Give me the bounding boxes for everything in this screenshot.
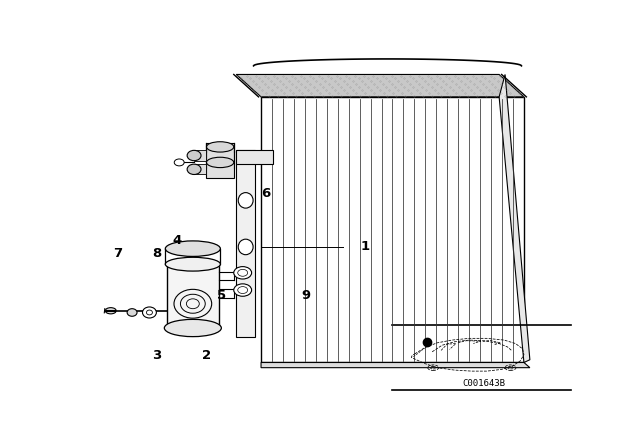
Circle shape: [234, 284, 252, 296]
Ellipse shape: [106, 308, 116, 314]
Ellipse shape: [165, 241, 220, 256]
Ellipse shape: [127, 309, 137, 316]
Ellipse shape: [207, 157, 234, 168]
Ellipse shape: [143, 307, 156, 318]
Text: C001643B: C001643B: [463, 379, 506, 388]
Polygon shape: [236, 151, 273, 164]
Circle shape: [234, 267, 252, 279]
Text: 2: 2: [202, 349, 211, 362]
Polygon shape: [261, 97, 524, 362]
Ellipse shape: [187, 164, 201, 174]
Ellipse shape: [165, 257, 220, 271]
Text: 4: 4: [172, 233, 181, 246]
Ellipse shape: [238, 239, 253, 255]
Text: 6: 6: [261, 187, 271, 200]
Polygon shape: [499, 74, 530, 362]
Circle shape: [174, 159, 184, 166]
Polygon shape: [207, 143, 234, 178]
Polygon shape: [167, 264, 219, 328]
Polygon shape: [194, 164, 207, 174]
Text: 3: 3: [152, 349, 161, 362]
Text: 5: 5: [217, 289, 226, 302]
Ellipse shape: [164, 319, 221, 336]
Text: 1: 1: [360, 241, 370, 254]
Polygon shape: [194, 151, 207, 161]
Text: 9: 9: [301, 289, 310, 302]
Polygon shape: [236, 74, 524, 97]
Ellipse shape: [187, 151, 201, 161]
Ellipse shape: [207, 142, 234, 152]
Polygon shape: [261, 362, 530, 368]
Polygon shape: [236, 151, 255, 336]
Ellipse shape: [238, 193, 253, 208]
Text: 7: 7: [113, 247, 122, 260]
Text: 8: 8: [152, 247, 161, 260]
